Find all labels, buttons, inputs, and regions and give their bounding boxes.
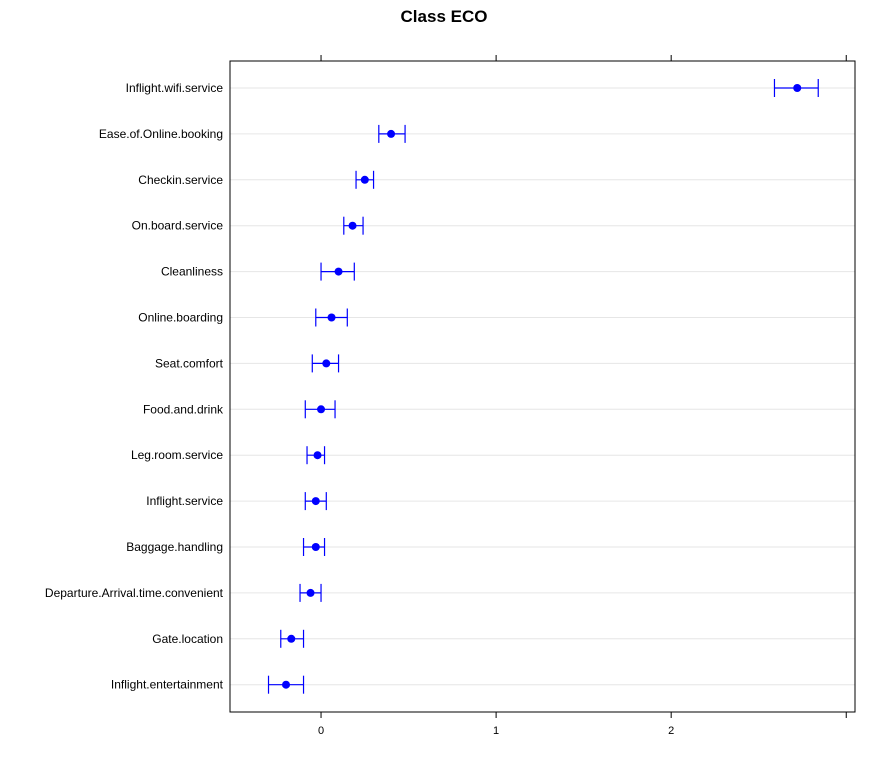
estimate-point [322,359,331,368]
y-axis-label: Food.and.drink [143,402,224,416]
estimate-point [327,313,336,322]
estimate-point [334,267,343,276]
estimate-point [387,129,396,138]
error-bar-group [302,538,326,556]
error-bar-group [299,583,322,602]
error-bar-group [315,308,348,327]
plot-frame [229,60,856,713]
estimate-point [317,405,326,414]
x-tick-label: 1 [493,725,499,737]
y-axis-label: Inflight.wifi.service [126,81,224,95]
y-axis-label: Online.boarding [138,311,223,325]
y-axis-label: Seat.comfort [155,356,224,370]
estimate-point [311,543,320,551]
estimate-point [360,175,369,184]
x-tick-label: 0 [318,725,324,737]
gridlines [230,87,855,686]
y-axis-label: Leg.room.service [131,448,223,462]
error-bar-group [355,170,375,189]
y-axis-label: Ease.of.Online.booking [99,127,223,141]
error-bar-group [320,262,355,281]
axis-ticks: 0 1 2 [318,55,847,737]
chart-title: Class ECO [401,7,488,26]
estimate-point [306,588,315,597]
y-axis-labels: Inflight.wifi.service Ease.of.Online.book… [45,81,224,692]
estimate-point [311,497,320,506]
x-tick-label: 2 [668,725,674,737]
y-axis-label: Gate.location [152,632,223,646]
y-axis-label: Inflight.service [146,494,223,508]
error-bar-group [267,675,305,694]
error-bar-group [773,79,819,97]
estimate-point [313,451,322,460]
error-bar-group [311,354,340,373]
estimate-point [282,680,291,689]
y-axis-label: Baggage.handling [126,540,223,554]
error-bar-group [306,446,326,465]
error-bar-group [304,492,327,511]
y-axis-label: Departure.Arrival.time.convenient [45,586,224,600]
error-bar-group [280,629,305,648]
error-bar-group [378,124,406,143]
error-bar-group [304,400,336,419]
estimate-point [348,221,357,230]
estimate-point [287,634,296,643]
y-axis-label: Cleanliness [161,265,223,279]
data-marks [267,79,819,694]
error-bar-group [343,216,364,235]
y-axis-label: Checkin.service [138,173,223,187]
y-axis-label: Inflight.entertainment [111,678,224,692]
y-axis-label: On.board.service [132,219,224,233]
estimate-point [793,84,802,92]
